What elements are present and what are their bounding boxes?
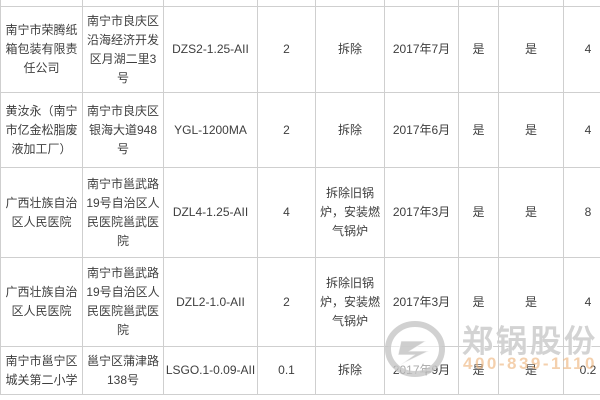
cell-flag-2: 是 [498,346,564,395]
cell-boiler-model: YGL-1200MA [163,92,258,168]
cell-tonnage: 4 [257,167,316,258]
cell-address: 南宁市良庆区银海大道948号 [82,92,164,168]
cell-tonnage: 2 [257,6,316,93]
cell-flag-1: 是 [458,346,499,395]
cell-boiler-model: DZS2-1.25-AII [163,6,258,93]
cell-capacity: 4 [563,6,600,93]
cell-tonnage: 0.1 [257,346,316,395]
cell-company-name: 广西壮族自治区人民医院 [0,167,83,258]
cell-date: 2017年7月 [384,6,459,93]
cell-flag-2: 是 [498,92,564,168]
cell-capacity: 4 [563,257,600,347]
cell-company-name: 南宁市荣腾纸箱包装有限责任公司 [0,6,83,93]
cell-action: 拆除旧锅炉，安装燃气锅炉 [315,167,385,258]
cell-action: 拆除 [315,92,385,168]
cell-capacity: 4 [563,92,600,168]
cell-capacity: 0.2 [563,346,600,395]
cell-boiler-model: LSGO.1-0.09-AII [163,346,258,395]
cell-company-name: 南宁市邕宁区城关第二小学 [0,346,83,395]
cell-date: 2017年3月 [384,257,459,347]
cell-boiler-model: DZL4-1.25-AII [163,167,258,258]
cell-address: 南宁市邕武路19号自治区人民医院邕武医院 [82,167,164,258]
table-row: 南宁市荣腾纸箱包装有限责任公司 南宁市良庆区沿海经济开发区月湖二里3号 DZS2… [0,6,600,93]
table-row: 南宁市邕宁区城关第二小学 邕宁区蒲津路138号 LSGO.1-0.09-AII … [0,346,600,395]
cell-date: 2017年9月 [384,346,459,395]
table-row: 广西壮族自治区人民医院 南宁市邕武路19号自治区人民医院邕武医院 DZL4-1.… [0,167,600,258]
cell-flag-1: 是 [458,92,499,168]
cell-company-name: 黄汝永（南宁市亿金松脂废液加工厂） [0,92,83,168]
cell-flag-2: 是 [498,257,564,347]
cell-flag-2: 是 [498,6,564,93]
cell-capacity: 8 [563,167,600,258]
cell-flag-2: 是 [498,167,564,258]
table-row: 黄汝永（南宁市亿金松脂废液加工厂） 南宁市良庆区银海大道948号 YGL-120… [0,92,600,168]
cell-date: 2017年6月 [384,92,459,168]
cell-tonnage: 2 [257,257,316,347]
cell-address: 南宁市邕武路19号自治区人民医院邕武医院 [82,257,164,347]
cell-address: 南宁市良庆区沿海经济开发区月湖二里3号 [82,6,164,93]
cell-date: 2017年3月 [384,167,459,258]
cell-flag-1: 是 [458,257,499,347]
cell-action: 拆除旧锅炉，安装燃气锅炉 [315,257,385,347]
cell-flag-1: 是 [458,6,499,93]
cell-address: 邕宁区蒲津路138号 [82,346,164,395]
cell-tonnage: 2 [257,92,316,168]
cell-action: 拆除 [315,6,385,93]
cell-company-name: 广西壮族自治区人民医院 [0,257,83,347]
cell-action: 拆除 [315,346,385,395]
table-row: 广西壮族自治区人民医院 南宁市邕武路19号自治区人民医院邕武医院 DZL2-1.… [0,257,600,347]
cell-boiler-model: DZL2-1.0-AII [163,257,258,347]
cell-flag-1: 是 [458,167,499,258]
